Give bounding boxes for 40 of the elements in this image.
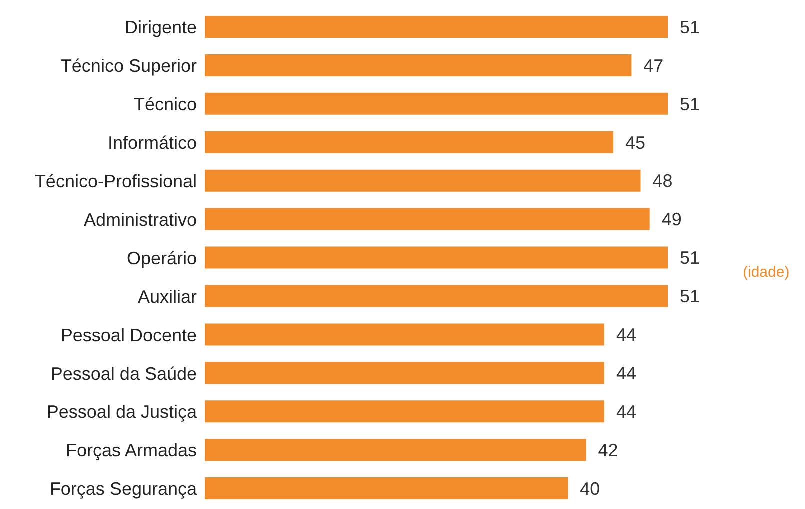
bar <box>205 16 668 38</box>
bar <box>205 324 604 346</box>
y-tick-label: Dirigente <box>124 18 197 38</box>
bar <box>205 92 668 115</box>
bar <box>205 285 668 308</box>
bar <box>205 246 668 269</box>
bar <box>205 131 614 154</box>
bar <box>205 439 586 462</box>
data-label: 47 <box>644 56 664 76</box>
data-label: 51 <box>680 17 700 38</box>
y-tick-label: Técnico <box>134 94 197 115</box>
y-tick-label: Pessoal da Justiça <box>46 402 198 422</box>
data-label: 48 <box>652 171 673 192</box>
y-tick-label: Técnico Superior <box>60 56 197 76</box>
bar <box>205 362 604 384</box>
data-label: 40 <box>580 478 600 499</box>
y-tick-label: Forças Segurança <box>50 479 198 500</box>
bar <box>205 400 604 423</box>
y-tick-label: Técnico-Profissional <box>34 171 197 192</box>
bar <box>205 170 641 192</box>
text: (idade) <box>743 264 790 281</box>
data-label: 51 <box>680 248 700 268</box>
bar <box>205 208 650 230</box>
bar <box>205 478 568 500</box>
data-label: 44 <box>616 364 636 384</box>
data-label: 42 <box>598 440 618 460</box>
data-label: 44 <box>616 325 636 346</box>
y-tick-label: Forças Armadas <box>66 440 197 461</box>
y-tick-label: Pessoal Docente <box>60 325 197 346</box>
data-label: 44 <box>616 402 636 422</box>
y-tick-label: Pessoal da Saúde <box>50 364 197 384</box>
data-label: 49 <box>662 210 682 230</box>
y-tick-label: Operário <box>126 248 197 268</box>
data-label: 51 <box>680 94 700 114</box>
y-tick-label: Auxiliar <box>138 286 197 307</box>
data-label: 45 <box>626 132 646 153</box>
data-label: 51 <box>680 286 700 307</box>
y-tick-label: Informático <box>108 133 197 154</box>
bar <box>205 54 632 76</box>
y-tick-label: Administrativo <box>84 210 197 230</box>
